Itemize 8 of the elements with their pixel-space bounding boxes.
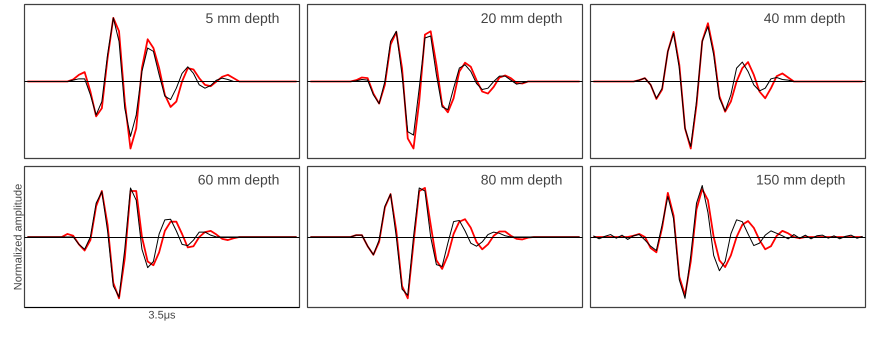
chart-title: 20 mm depth (480, 10, 562, 26)
chart-title: 60 mm depth (198, 171, 280, 188)
text: 3.5μs (148, 310, 176, 322)
chart-title: 5 mm depth (206, 10, 280, 26)
chart-title: 80 mm depth (480, 171, 562, 188)
y-axis-title: Normalized amplitude (12, 184, 24, 290)
chart-title: 150 mm depth (756, 171, 846, 188)
chart-title: 40 mm depth (764, 10, 846, 26)
